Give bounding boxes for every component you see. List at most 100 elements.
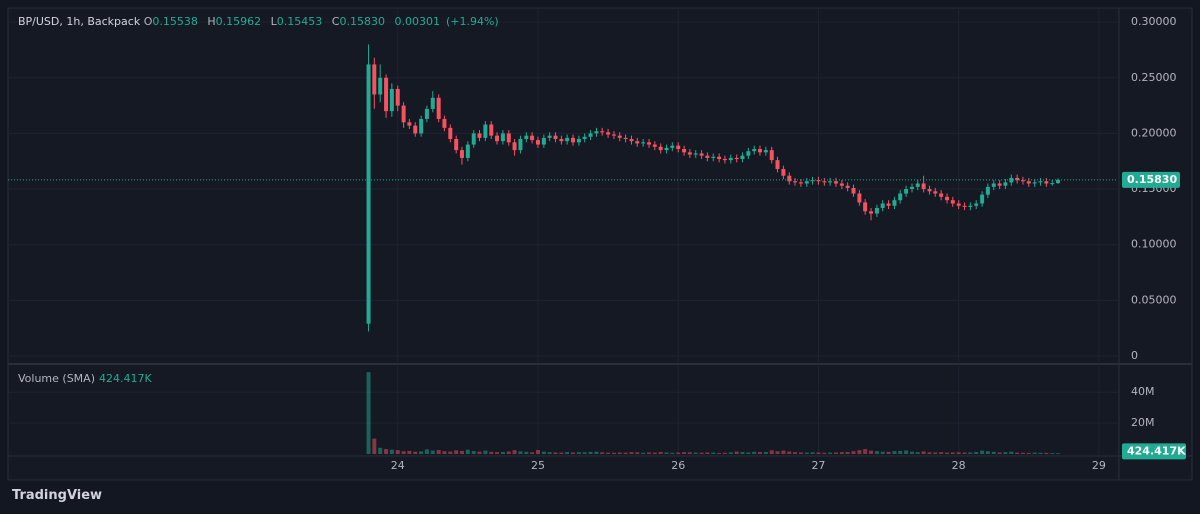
candle-body [909,186,914,190]
candle-body [647,142,652,145]
candle-body [401,105,406,123]
candle-body [1055,179,1060,184]
candle-body [810,180,815,182]
volume-bar [366,372,371,454]
symbol: BP/USD, 1h, Backpack [18,15,141,28]
volume-bar [395,450,400,454]
y-tick-label: 0.20000 [1131,126,1177,139]
candle-body [635,141,640,144]
volume-bar [1003,452,1008,454]
volume-bar [950,452,955,454]
change-percent: (+1.94%) [445,15,499,28]
volume-bar [734,451,739,454]
volume-bar [459,450,464,454]
volume-bar [798,452,803,454]
candle-body [956,203,961,206]
volume-bar [471,451,476,454]
candle-body [1015,177,1020,181]
y-tick-label: 0.30000 [1131,15,1177,28]
volume-bar [968,452,973,454]
candle-body [997,183,1002,186]
branding: TradingView [12,488,103,503]
open-label: O [143,15,153,28]
candle-body [372,64,377,95]
candle-body [541,137,546,145]
volume-bar [658,451,663,454]
x-tick-label: 27 [811,459,825,472]
volume-bar [682,452,687,454]
volume-bar [372,438,377,454]
volume-bar [763,451,768,454]
candle-body [559,138,564,142]
candle-body [985,186,990,195]
candle-body [898,193,903,201]
candle-body [465,144,470,158]
candle-body [711,156,716,158]
change-value: 0.00301 [394,15,440,28]
volume-bar [1020,452,1025,454]
last-price-label: 0.15830 [1127,173,1177,186]
volume-bar [980,450,985,454]
volume-bar [489,451,494,454]
volume-bar [804,452,809,454]
high-value: 0.15962 [215,15,262,28]
volume-bar [933,452,938,454]
candle-body [1020,180,1025,182]
volume-bar [839,452,844,454]
volume-bar [1009,451,1014,454]
volume-bar [705,452,710,454]
volume-bar [454,450,459,454]
volume-bar [828,452,833,454]
volume-tick-label: 40M [1131,385,1155,398]
volume-bar [833,452,838,454]
volume-bar [793,452,798,454]
candle-body [500,133,505,142]
volume-bar [389,449,394,454]
volume-sma-label: 424.417K [1127,444,1186,457]
volume-bar [617,452,622,454]
volume-bar [495,452,500,454]
candle-body [530,135,535,141]
candle-body [547,135,552,138]
candle-body [980,194,985,204]
candle-body [495,135,500,142]
volume-bar [606,452,611,454]
volume-bar [436,449,441,454]
volume-bar [1050,453,1055,454]
volume-bar [547,452,552,454]
candle-body [950,200,955,204]
low-label: L [270,15,277,28]
candle-body [652,144,657,147]
volume-bar [553,452,558,454]
volume-bar [600,452,605,454]
volume-bar [740,451,745,454]
volume-bar [699,452,704,454]
volume-bar [512,450,517,454]
candle-body [1003,182,1008,186]
candle-body [939,193,944,197]
volume-bar [746,452,751,454]
volume-bar [559,452,564,454]
volume-bar [676,452,681,454]
candle-body [641,142,646,144]
volume-bar [506,451,511,454]
candle-body [477,133,482,138]
volume-bar [530,452,535,454]
candle-body [693,153,698,155]
candle-body [787,175,792,182]
volume-bar [1038,452,1043,454]
volume-bar [991,451,996,454]
volume-bar [845,451,850,454]
volume-tick-label: 20M [1131,416,1155,429]
candle-body [974,203,979,206]
volume-bar [670,452,675,454]
volume-bar [500,451,505,454]
candle-body [816,180,821,182]
candle-body [904,189,909,194]
candle-body [828,181,833,183]
volume-bar [892,451,897,454]
volume-bar [851,451,856,454]
volume-bar [524,451,529,454]
volume-bar [822,452,827,454]
candle-body [676,145,681,149]
